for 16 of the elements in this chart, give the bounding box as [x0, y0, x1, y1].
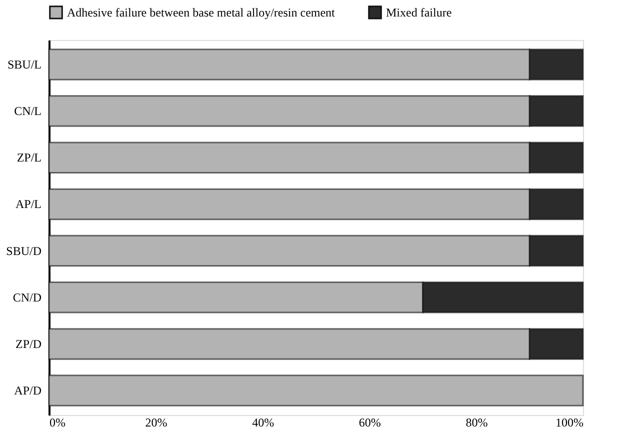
y-tick-label: SBU/D	[6, 244, 42, 258]
x-tick-label: 100%	[556, 416, 584, 430]
x-tick-label: 60%	[358, 416, 381, 430]
x-tick-label: 0%	[50, 416, 66, 430]
legend-label: Mixed failure	[386, 5, 452, 20]
y-tick-label: CN/D	[12, 290, 42, 304]
y-tick-label: AP/L	[15, 197, 42, 212]
x-tick-label: 40%	[252, 416, 274, 430]
y-tick-label: SBU/L	[7, 57, 42, 72]
y-tick-label: ZP/D	[15, 336, 42, 351]
y-tick-label: CN/L	[14, 104, 42, 118]
y-tick-label: AP/D	[14, 384, 42, 398]
y-tick-label: ZP/L	[16, 150, 42, 165]
legend-label: Adhesive failure between base metal alloy/resin cement	[67, 5, 336, 20]
x-tick-label: 20%	[145, 416, 168, 430]
x-tick-label: 80%	[466, 416, 488, 430]
